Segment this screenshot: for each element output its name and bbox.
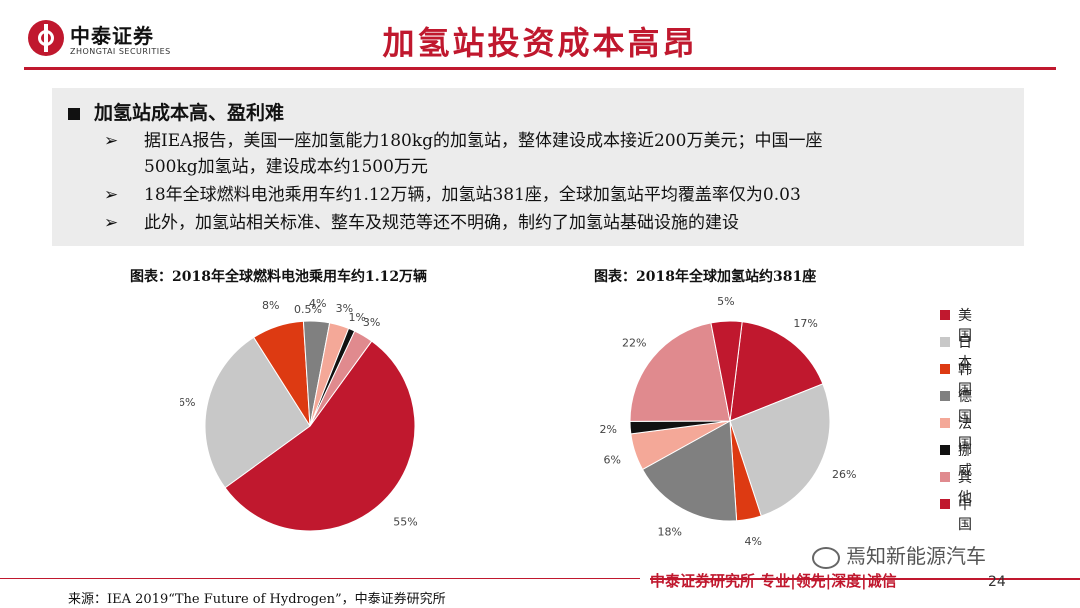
bullet-line: 18年全球燃料电池乘用车约1.12万辆，加氢站381座，全球加氢站平均覆盖率仅为… [144,185,801,205]
legend-swatch [940,499,950,509]
pie-data-label: 26% [832,468,856,481]
logo-mark-icon [28,20,64,56]
summary-bullet-text: 据IEA报告，美国一座加氢能力180kg的加氢站，整体建设成本接近200万美元；… [144,128,1004,180]
pie-data-label: 4% [745,535,762,548]
bullet-line: 500kg加氢站，建设成本约1500万元 [144,157,428,177]
legend-swatch [940,472,950,482]
pie-data-label: 3% [363,316,380,329]
legend-label: 其他 [958,470,976,506]
summary-heading-text: 加氢站成本高、盈利难 [94,102,285,124]
legend-label: 中国 [958,497,976,533]
legend-swatch [940,337,950,347]
legend-swatch [940,418,950,428]
legend-label: 美国 [958,308,976,344]
watermark-text: 焉知新能源汽车 [846,544,986,568]
pie-data-label: 1% [349,311,366,324]
arrow-bullet-icon: ➢ [104,131,119,151]
legend-swatch [940,445,950,455]
logo-name: 中泰证券 [70,24,154,48]
legend-swatch [940,364,950,374]
source-note: 来源：IEA 2019“The Future of Hydrogen”，中泰证券… [68,592,446,607]
summary-bullet-text: 18年全球燃料电池乘用车约1.12万辆，加氢站381座，全球加氢站平均覆盖率仅为… [144,182,1004,208]
pie-data-label: 5% [717,295,734,308]
footer-divider-left [0,578,640,579]
legend-label: 德国 [958,389,976,425]
pie-slice-中国 [710,320,743,422]
footer-brand: 中泰证券研究所 专业|领先|深度|诚信 [650,572,897,590]
wechat-icon [812,546,840,569]
pie-data-label: 55% [393,515,417,528]
pie-data-label: 4% [309,297,326,310]
legend-swatch [940,310,950,320]
page-number: 24 [988,574,1006,590]
legend-label: 日本 [958,335,976,371]
pie-slice-美国 [729,321,824,422]
pie-slice-中国 [224,340,416,532]
pie-chart-vehicles: 55% 26% 8% 4% 3%1%3% 0.5% [180,297,418,532]
pie-slice-德国 [641,420,738,522]
company-logo: 中泰证券 ZHONGTAI SECURITIES [24,14,184,62]
watermark: 焉知新能源汽车 [812,540,986,569]
title-divider [24,67,1056,70]
pie-data-label: 17% [793,317,817,330]
arrow-bullet-icon: ➢ [104,185,119,205]
chart-2-title: 图表：2018年全球加氢站约381座 [594,269,817,285]
summary-box: 加氢站成本高、盈利难 ➢ 据IEA报告，美国一座加氢能力180kg的加氢站，整体… [52,88,1024,246]
pie-slice-其他 [309,330,373,427]
legend-label: 法国 [958,416,976,452]
arrow-bullet-icon: ➢ [104,213,119,233]
pie-data-label: 26% [180,396,196,409]
summary-bullet-text: 此外，加氢站相关标准、整车及规范等还不明确，制约了加氢站基础设施的建设 [144,210,1004,236]
logo-english-name: ZHONGTAI SECURITIES [70,47,171,56]
page-title: 加氢站投资成本高昂 [382,24,698,62]
chart-1-title: 图表：2018年全球燃料电池乘用车约1.12万辆 [130,269,428,285]
pie-data-label: 22% [622,336,646,349]
pie-slice-其他 [629,322,731,422]
pie-data-label: 2% [600,423,617,436]
bullet-line: 据IEA报告，美国一座加氢能力180kg的加氢站，整体建设成本接近200万美元；… [144,131,823,151]
pie-data-label-extra: 0.5% [294,303,322,316]
pie-slice-日本 [729,383,831,517]
footer-divider-right [650,578,1080,580]
bullet-line: 此外，加氢站相关标准、整车及规范等还不明确，制约了加氢站基础设施的建设 [144,213,739,233]
pie-data-label: 18% [657,526,681,539]
legend-label: 韩国 [958,362,976,398]
legend-label: 挪威 [958,443,976,479]
pie-data-label: 6% [603,454,620,467]
pie-chart-stations: 17% 26% 4% 18% 6% 2% 22% 5% [600,295,856,548]
summary-heading: 加氢站成本高、盈利难 [68,98,284,125]
square-bullet-icon [68,108,80,120]
pie-slice-日本 [204,336,311,489]
pie-data-label: 8% [262,299,279,312]
legend-swatch [940,391,950,401]
pie-data-label: 3% [336,302,353,315]
